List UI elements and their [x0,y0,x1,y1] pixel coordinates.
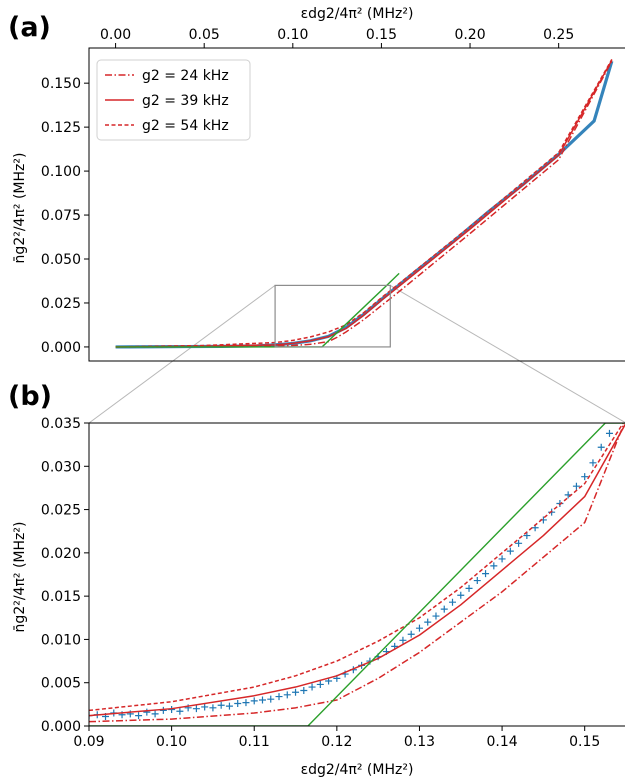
zoom-connector-left [88,284,276,424]
panel-a-y-axis-title: n̄g2²/4π² (MHz²) [12,153,28,264]
panel-b-frame [88,422,625,727]
panel-b-model-curve-g2-24-khz [89,423,625,723]
panel-b-data-point-16 [217,701,225,709]
panel-a-x-tick-label-1: 0.05 [189,27,220,43]
panel-a-y-tick-label-0: 0.000 [41,340,81,356]
panel-b-data-point-15 [209,704,217,712]
panel-b-x-tick-label-6: 0.15 [569,734,600,750]
panel-a-label: (a) [8,12,51,43]
panel-b-data-point-50 [498,555,506,563]
panel-b-data-point-17 [225,702,233,710]
panel-b-data-point-23 [275,693,283,701]
panel-b-data-point-61 [589,459,597,467]
panel-b-data-point-42 [432,612,440,620]
panel-b-data-point-51 [506,547,514,555]
panel-b-x-tick-label-3: 0.12 [321,734,352,750]
panel-b-y-axis-title: n̄g2²/4π² (MHz²) [12,522,28,633]
panel-b-data-point-25 [292,688,300,696]
zoom-region-box [274,284,391,348]
panel-b-data-point-48 [482,570,490,578]
panel-b-y-tick-label-3: 0.015 [41,589,81,605]
panel-b-data-point-47 [473,577,481,585]
panel-a-threshold-line [115,272,400,348]
panel-b-data-point-63 [605,429,613,437]
panel-b-data-point-6 [135,712,143,720]
panel-b-data-point-52 [515,539,523,547]
zoom-connector-right [390,284,625,423]
panel-b-x-tick-label-5: 0.14 [486,734,517,750]
panel-b-x-tick-label-0: 0.09 [73,734,104,750]
panel-a-x-tick-label-2: 0.10 [277,27,308,43]
panel-a-x-tick-label-0: 0.00 [100,27,131,43]
panel-b-data-point-14 [201,703,209,711]
panel-b-series-layer [89,423,625,726]
panel-b-data-point-38 [399,636,407,644]
panel-b-data-point-21 [258,696,266,704]
panel-b-y-tick-label-7: 0.035 [41,416,81,432]
panel-b-data-point-26 [300,687,308,695]
panel-b-x-tick-label-4: 0.13 [404,734,435,750]
panel-b-data-point-59 [572,482,580,490]
panel-a-y-tick-label-1: 0.025 [41,296,81,312]
panel-b-x-tick-label-2: 0.11 [239,734,270,750]
panel-b-x-tick-label-1: 0.10 [156,734,187,750]
panel-b-data-point-45 [457,591,465,599]
panel-a-y-tick-label-2: 0.050 [41,252,81,268]
panel-a-frame [88,47,625,362]
legend-label-54khz: g2 = 54 kHz [142,118,229,134]
legend-frame [96,59,251,141]
panel-b-data-point-27 [308,683,316,691]
legend: g2 = 24 kHz g2 = 39 kHz g2 = 54 kHz [96,59,251,141]
panel-b-model-curve-g2-54-khz [89,423,625,712]
panel-b-data-point-9 [159,706,167,714]
panel-a-plot: 0.00 0.05 0.10 0.15 0.20 0.25 0.000 0.025 0.050 0… [41,27,625,362]
panel-b-data-point-40 [415,624,423,632]
zoom-connector-lines [88,284,625,424]
legend-label-39khz: g2 = 39 kHz [142,93,229,109]
legend-label-24khz: g2 = 24 kHz [142,68,229,84]
panel-b-data-point-46 [465,584,473,592]
panel-b-data-point-8 [151,710,159,718]
panel-b-y-tick-label-2: 0.010 [41,632,81,648]
panel-a-x-tick-label-5: 0.25 [543,27,574,43]
panel-a-x-tick-label-3: 0.15 [366,27,397,43]
panel-a-model-curve-g2-24-khz [115,60,613,348]
panel-b-data-point-41 [424,618,432,626]
panel-b-data-point-39 [407,630,415,638]
panel-b-y-tick-label-0: 0.000 [41,719,81,735]
panel-b-data-point-7 [143,708,151,716]
panel-b-data-point-22 [267,695,275,703]
panel-b-y-tick-label-4: 0.020 [41,546,81,562]
panel-a-y-tick-label-5: 0.125 [41,120,81,136]
panel-b-data-point-60 [581,473,589,481]
panel-a-x-tick-label-4: 0.20 [454,27,485,43]
panel-b-label: (b) [8,381,52,412]
panel-a-x-axis-title: εdg2/4π² (MHz²) [301,6,414,22]
panel-b-y-tick-label-5: 0.025 [41,503,81,519]
panel-b-threshold-line [89,423,625,726]
panel-b-data-point-13 [192,705,200,713]
panel-b-data-point-53 [523,532,531,540]
panel-b-model-curve-g2-39-khz [89,423,625,717]
panel-a-y-tick-label-6: 0.150 [41,76,81,92]
panel-b-data-point-62 [597,443,605,451]
panel-b-data-point-43 [440,605,448,613]
panel-b-y-tick-label-6: 0.030 [41,459,81,475]
panel-b-data-point-11 [176,707,184,715]
panel-b-y-tick-label-1: 0.005 [41,676,81,692]
panel-b-x-axis-title: εdg2/4π² (MHz²) [301,762,414,778]
panel-b-data-point-49 [490,562,498,570]
panel-b-data-point-20 [250,697,258,705]
panel-b-data-point-44 [449,598,457,606]
panel-b-data-point-28 [316,680,324,688]
panel-b-data-point-24 [283,691,291,699]
panel-b-data-point-19 [242,699,250,707]
panel-a-y-tick-label-4: 0.100 [41,164,81,180]
panel-a-y-tick-label-3: 0.075 [41,208,81,224]
panel-b-data-point-18 [234,699,242,707]
panel-b-plot: 0.09 0.10 0.11 0.12 0.13 0.14 0.15 0.000 0.005 0.… [41,416,625,750]
